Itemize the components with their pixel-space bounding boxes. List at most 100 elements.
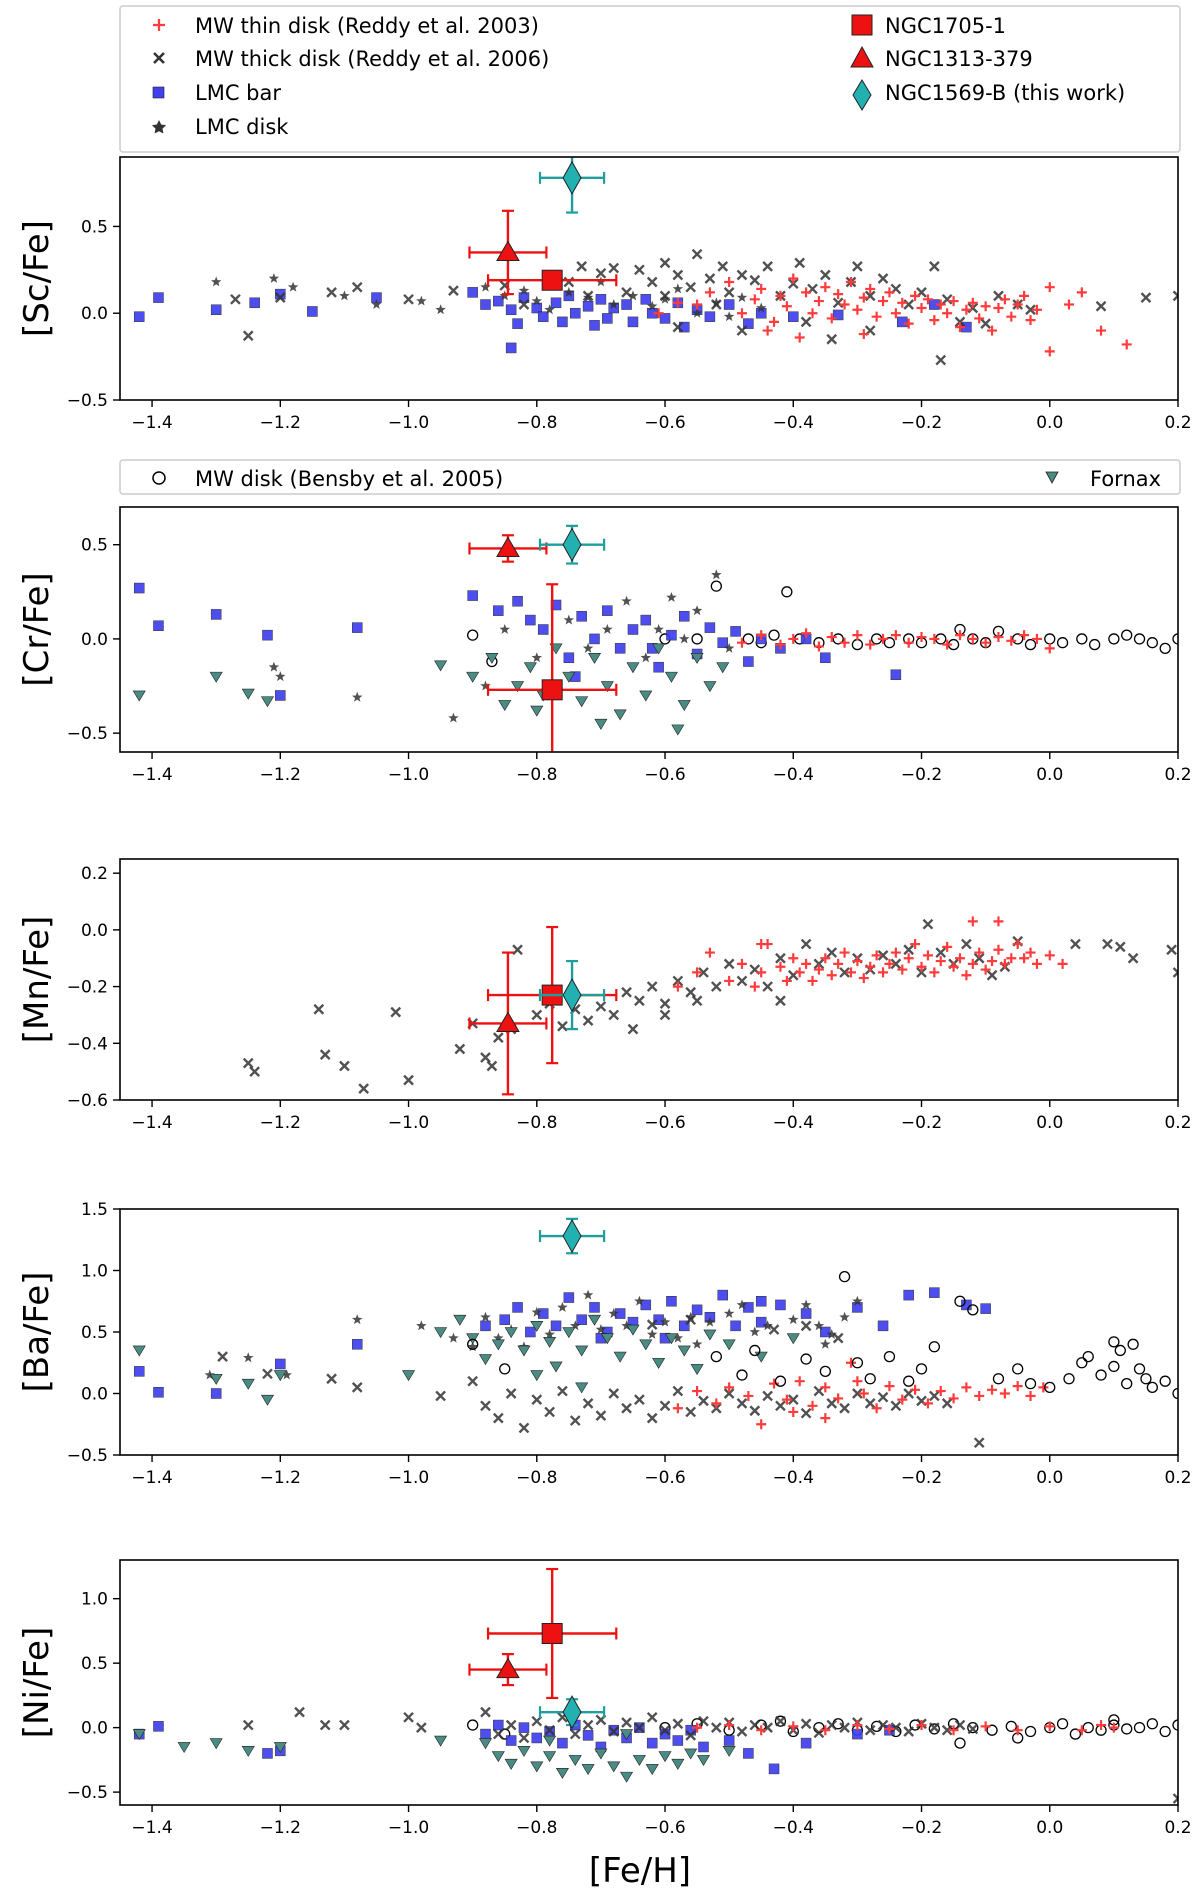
series-mw-thick-disk bbox=[230, 248, 1178, 366]
x-tick-label: 0.0 bbox=[1036, 765, 1063, 785]
data-point bbox=[1063, 299, 1074, 310]
data-point bbox=[774, 1715, 787, 1727]
data-point bbox=[480, 1311, 491, 1322]
data-point bbox=[268, 273, 280, 283]
data-point bbox=[967, 302, 979, 314]
data-point bbox=[800, 1718, 812, 1730]
data-point bbox=[820, 652, 831, 664]
data-point bbox=[602, 605, 613, 616]
x-tick-label: −1.0 bbox=[388, 1468, 429, 1488]
data-point bbox=[890, 1400, 902, 1412]
data-point bbox=[871, 311, 882, 322]
data-point bbox=[736, 292, 748, 302]
data-point bbox=[640, 614, 652, 626]
data-point bbox=[710, 299, 722, 310]
data-point bbox=[999, 294, 1010, 305]
data-point bbox=[595, 276, 607, 287]
legend-label: NGC1569-B (this work) bbox=[885, 81, 1125, 105]
data-point bbox=[600, 1333, 614, 1345]
legend-entry-ngc1569: NGC1569-B (this work) bbox=[852, 79, 1125, 111]
data-point bbox=[800, 938, 812, 950]
data-point bbox=[575, 696, 589, 708]
data-point bbox=[1038, 1382, 1049, 1393]
data-point bbox=[132, 690, 146, 702]
data-point bbox=[466, 1333, 480, 1345]
data-point bbox=[826, 632, 837, 643]
data-point bbox=[736, 325, 748, 336]
data-point bbox=[576, 611, 587, 622]
marker-triangle bbox=[496, 536, 520, 557]
comparison-ngc1705-1 bbox=[486, 583, 618, 752]
x-tick-label: −0.6 bbox=[644, 1113, 685, 1133]
y-tick-label: −0.5 bbox=[67, 1783, 108, 1803]
data-point bbox=[517, 1345, 531, 1357]
data-point bbox=[1121, 339, 1132, 350]
data-point bbox=[710, 1350, 722, 1363]
data-point bbox=[1031, 633, 1042, 644]
legend-label: LMC disk bbox=[195, 115, 289, 139]
data-point bbox=[711, 569, 722, 580]
data-point bbox=[518, 1732, 530, 1744]
data-point bbox=[954, 953, 965, 964]
data-point bbox=[531, 1715, 543, 1727]
data-point bbox=[696, 1755, 711, 1766]
series-fornax bbox=[132, 1729, 736, 1783]
legend-entry-mw-thick: MW thick disk (Reddy et al. 2006) bbox=[153, 47, 549, 71]
data-point bbox=[1172, 633, 1178, 645]
panel-4: −1.4 −1.2 −1.0 −0.8 −0.6 −0.4 −0.2 0.0 0.2 −0.5 0.… bbox=[17, 1200, 1192, 1488]
data-point bbox=[743, 1390, 754, 1401]
data-point bbox=[851, 638, 864, 651]
x-tick-label: −0.2 bbox=[901, 1818, 942, 1838]
data-point bbox=[916, 1720, 927, 1731]
data-point bbox=[550, 297, 562, 309]
data-point bbox=[1146, 1381, 1159, 1393]
data-point bbox=[935, 1386, 946, 1397]
data-point bbox=[448, 1332, 459, 1343]
data-point bbox=[801, 287, 812, 298]
data-point bbox=[1121, 629, 1133, 641]
data-point bbox=[1076, 633, 1088, 645]
data-point bbox=[839, 1402, 850, 1414]
data-point bbox=[1114, 941, 1126, 953]
data-point bbox=[677, 1345, 691, 1357]
data-point bbox=[788, 1314, 799, 1325]
data-point bbox=[339, 1719, 350, 1731]
data-point bbox=[653, 661, 664, 673]
y-tick-label: −0.5 bbox=[67, 1446, 108, 1466]
data-point bbox=[467, 1341, 478, 1352]
axes-frame bbox=[119, 1559, 1179, 1806]
data-point bbox=[1095, 1369, 1107, 1381]
data-point bbox=[493, 605, 504, 616]
data-point bbox=[1025, 304, 1036, 316]
y-tick-label: 0.0 bbox=[81, 921, 108, 941]
data-point bbox=[1159, 1725, 1171, 1738]
data-point bbox=[153, 620, 164, 631]
data-point bbox=[787, 278, 799, 290]
x-tick-label: −1.4 bbox=[131, 413, 172, 433]
data-point bbox=[749, 294, 760, 305]
data-point bbox=[1076, 1357, 1088, 1369]
data-point bbox=[916, 303, 927, 314]
data-point bbox=[852, 304, 863, 315]
data-point bbox=[672, 981, 683, 992]
data-point bbox=[704, 273, 716, 284]
data-point bbox=[1019, 290, 1030, 301]
data-point bbox=[492, 1412, 504, 1424]
data-point bbox=[1005, 1720, 1017, 1732]
data-point bbox=[922, 1398, 933, 1409]
data-point bbox=[736, 1726, 748, 1737]
data-point bbox=[1172, 1719, 1178, 1731]
data-point bbox=[756, 283, 767, 294]
data-point bbox=[852, 1728, 863, 1740]
data-point bbox=[980, 301, 991, 312]
data-point bbox=[525, 614, 536, 626]
data-point bbox=[505, 1388, 517, 1399]
data-point bbox=[486, 1060, 498, 1072]
data-point bbox=[974, 947, 985, 958]
data-point bbox=[1024, 638, 1037, 651]
data-point bbox=[478, 1738, 493, 1750]
x-tick-label: −0.6 bbox=[644, 1468, 685, 1488]
data-point bbox=[1019, 630, 1030, 641]
x-tick-label: −0.2 bbox=[901, 1113, 942, 1133]
data-point bbox=[639, 1339, 653, 1351]
